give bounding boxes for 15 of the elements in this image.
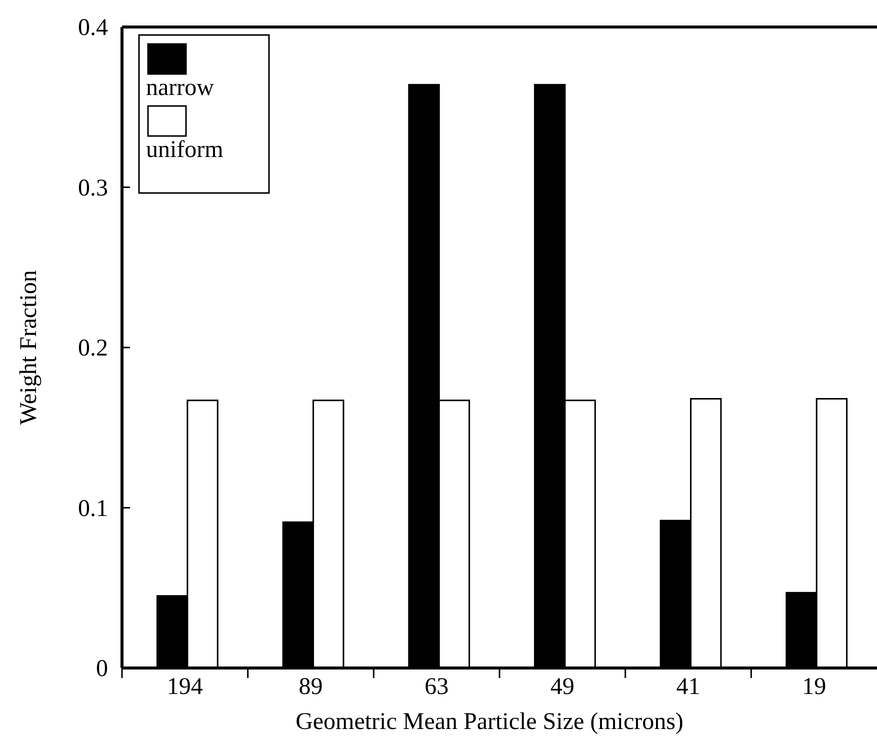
y-tick-label: 0.2	[78, 336, 108, 362]
x-tick-label: 19	[802, 674, 826, 700]
x-axis-title: Geometric Mean Particle Size (microns)	[296, 709, 684, 735]
y-axis-title: Weight Fraction	[16, 270, 42, 425]
y-tick-label: 0.4	[78, 15, 108, 41]
x-tick-label: 194	[166, 674, 203, 700]
x-tick-label: 49	[550, 674, 574, 700]
x-tick-label: 89	[298, 674, 323, 700]
y-tick-label: 0	[96, 656, 108, 682]
y-tick-label: 0.3	[78, 175, 108, 202]
x-tick-label: 41	[676, 674, 700, 700]
x-tick-label: 63	[424, 674, 449, 700]
y-tick-label: 0.1	[78, 496, 108, 522]
legend-label: narrow	[146, 75, 215, 101]
legend-label: uniform	[146, 137, 224, 163]
